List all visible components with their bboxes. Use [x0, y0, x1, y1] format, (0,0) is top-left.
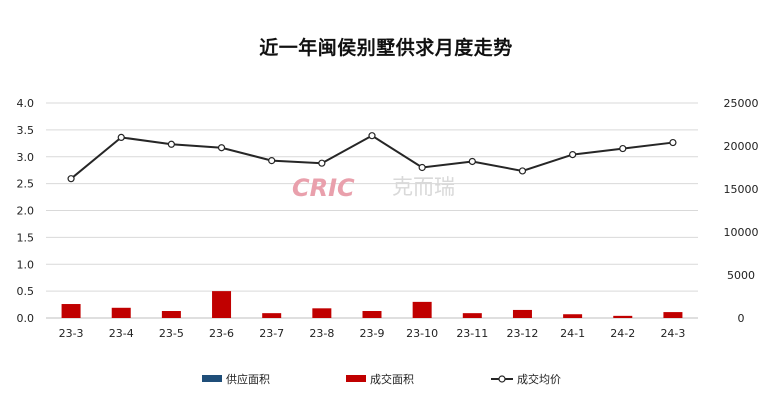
watermark-cn: 克而瑞 — [392, 175, 455, 199]
line-point — [619, 144, 627, 153]
line-layer — [67, 132, 677, 183]
left-tick-label: 0.5 — [17, 285, 35, 298]
left-tick-label: 0.0 — [17, 312, 35, 325]
category-label: 23-4 — [109, 327, 134, 340]
legend-swatch — [202, 375, 222, 382]
chart-title: 近一年闽侯别墅供求月度走势 — [259, 37, 513, 59]
right-tick-label: 25000 — [724, 97, 759, 110]
left-tick-label: 2.0 — [17, 205, 35, 218]
bar-sales — [212, 291, 232, 318]
bar-sales — [613, 315, 633, 318]
right-tick-label: 5000 — [727, 269, 755, 282]
right-tick-label: 15000 — [724, 183, 759, 196]
line-point — [418, 163, 426, 172]
category-label: 23-9 — [360, 327, 385, 340]
category-label: 23-8 — [309, 327, 334, 340]
category-label: 23-7 — [259, 327, 284, 340]
legend-swatch — [346, 375, 366, 382]
bar-sales — [563, 314, 583, 318]
right-tick-label: 0 — [738, 312, 745, 325]
right-tick-label: 20000 — [724, 140, 759, 153]
left-axis-ticks: 0.0 0.5 1.0 1.5 2.0 2.5 3.0 3.5 4.0 — [17, 97, 35, 325]
line-point — [117, 133, 125, 141]
legend-marker — [498, 375, 506, 383]
line-point — [318, 159, 326, 167]
category-labels: 23-3 23-4 23-5 23-6 23-7 23-8 23-9 23-10 23-11 23… — [59, 327, 686, 340]
bar-sales — [512, 309, 532, 318]
bar-sales — [663, 312, 683, 318]
legend-label: 成交面积 — [370, 372, 414, 386]
line-point — [669, 138, 677, 147]
bars-layer — [61, 291, 683, 318]
bar-sales — [262, 313, 282, 318]
category-label: 24-2 — [610, 327, 635, 340]
left-tick-label: 3.0 — [17, 151, 35, 164]
legend: 供应面积 成交面积 成交均价 — [202, 372, 561, 386]
bar-sales — [362, 311, 382, 318]
bar-sales — [312, 308, 332, 318]
category-label: 23-11 — [456, 327, 488, 340]
left-tick-label: 1.0 — [17, 258, 35, 271]
category-label: 23-5 — [159, 327, 184, 340]
line-point — [217, 144, 226, 152]
right-axis-ticks: 0 5000 10000 15000 20000 25000 — [724, 97, 759, 325]
line-point — [268, 157, 276, 165]
bar-sales — [161, 311, 181, 318]
line-point — [167, 140, 175, 148]
bar-sales — [412, 301, 432, 318]
left-tick-label: 2.5 — [17, 178, 35, 191]
category-label: 24-3 — [660, 327, 685, 340]
line-point — [368, 132, 376, 140]
line-point — [518, 167, 527, 175]
category-label: 23-12 — [506, 327, 538, 340]
line-point — [67, 175, 75, 183]
category-label: 23-3 — [59, 327, 84, 340]
watermark-layer: CRIC 克而瑞 — [292, 174, 455, 202]
bar-sales — [111, 307, 131, 318]
line-point — [569, 151, 577, 159]
left-tick-label: 1.5 — [17, 231, 35, 244]
watermark-latin: CRIC — [292, 174, 355, 202]
right-tick-label: 10000 — [724, 226, 759, 239]
line-point — [468, 157, 476, 166]
left-tick-label: 4.0 — [17, 97, 35, 110]
category-label: 23-10 — [406, 327, 438, 340]
bar-sales — [61, 304, 81, 318]
legend-label: 成交均价 — [517, 372, 561, 386]
bar-sales — [462, 313, 482, 318]
legend-label: 供应面积 — [226, 372, 270, 386]
left-tick-label: 3.5 — [17, 124, 35, 137]
category-label: 24-1 — [560, 327, 585, 340]
category-label: 23-6 — [209, 327, 234, 340]
